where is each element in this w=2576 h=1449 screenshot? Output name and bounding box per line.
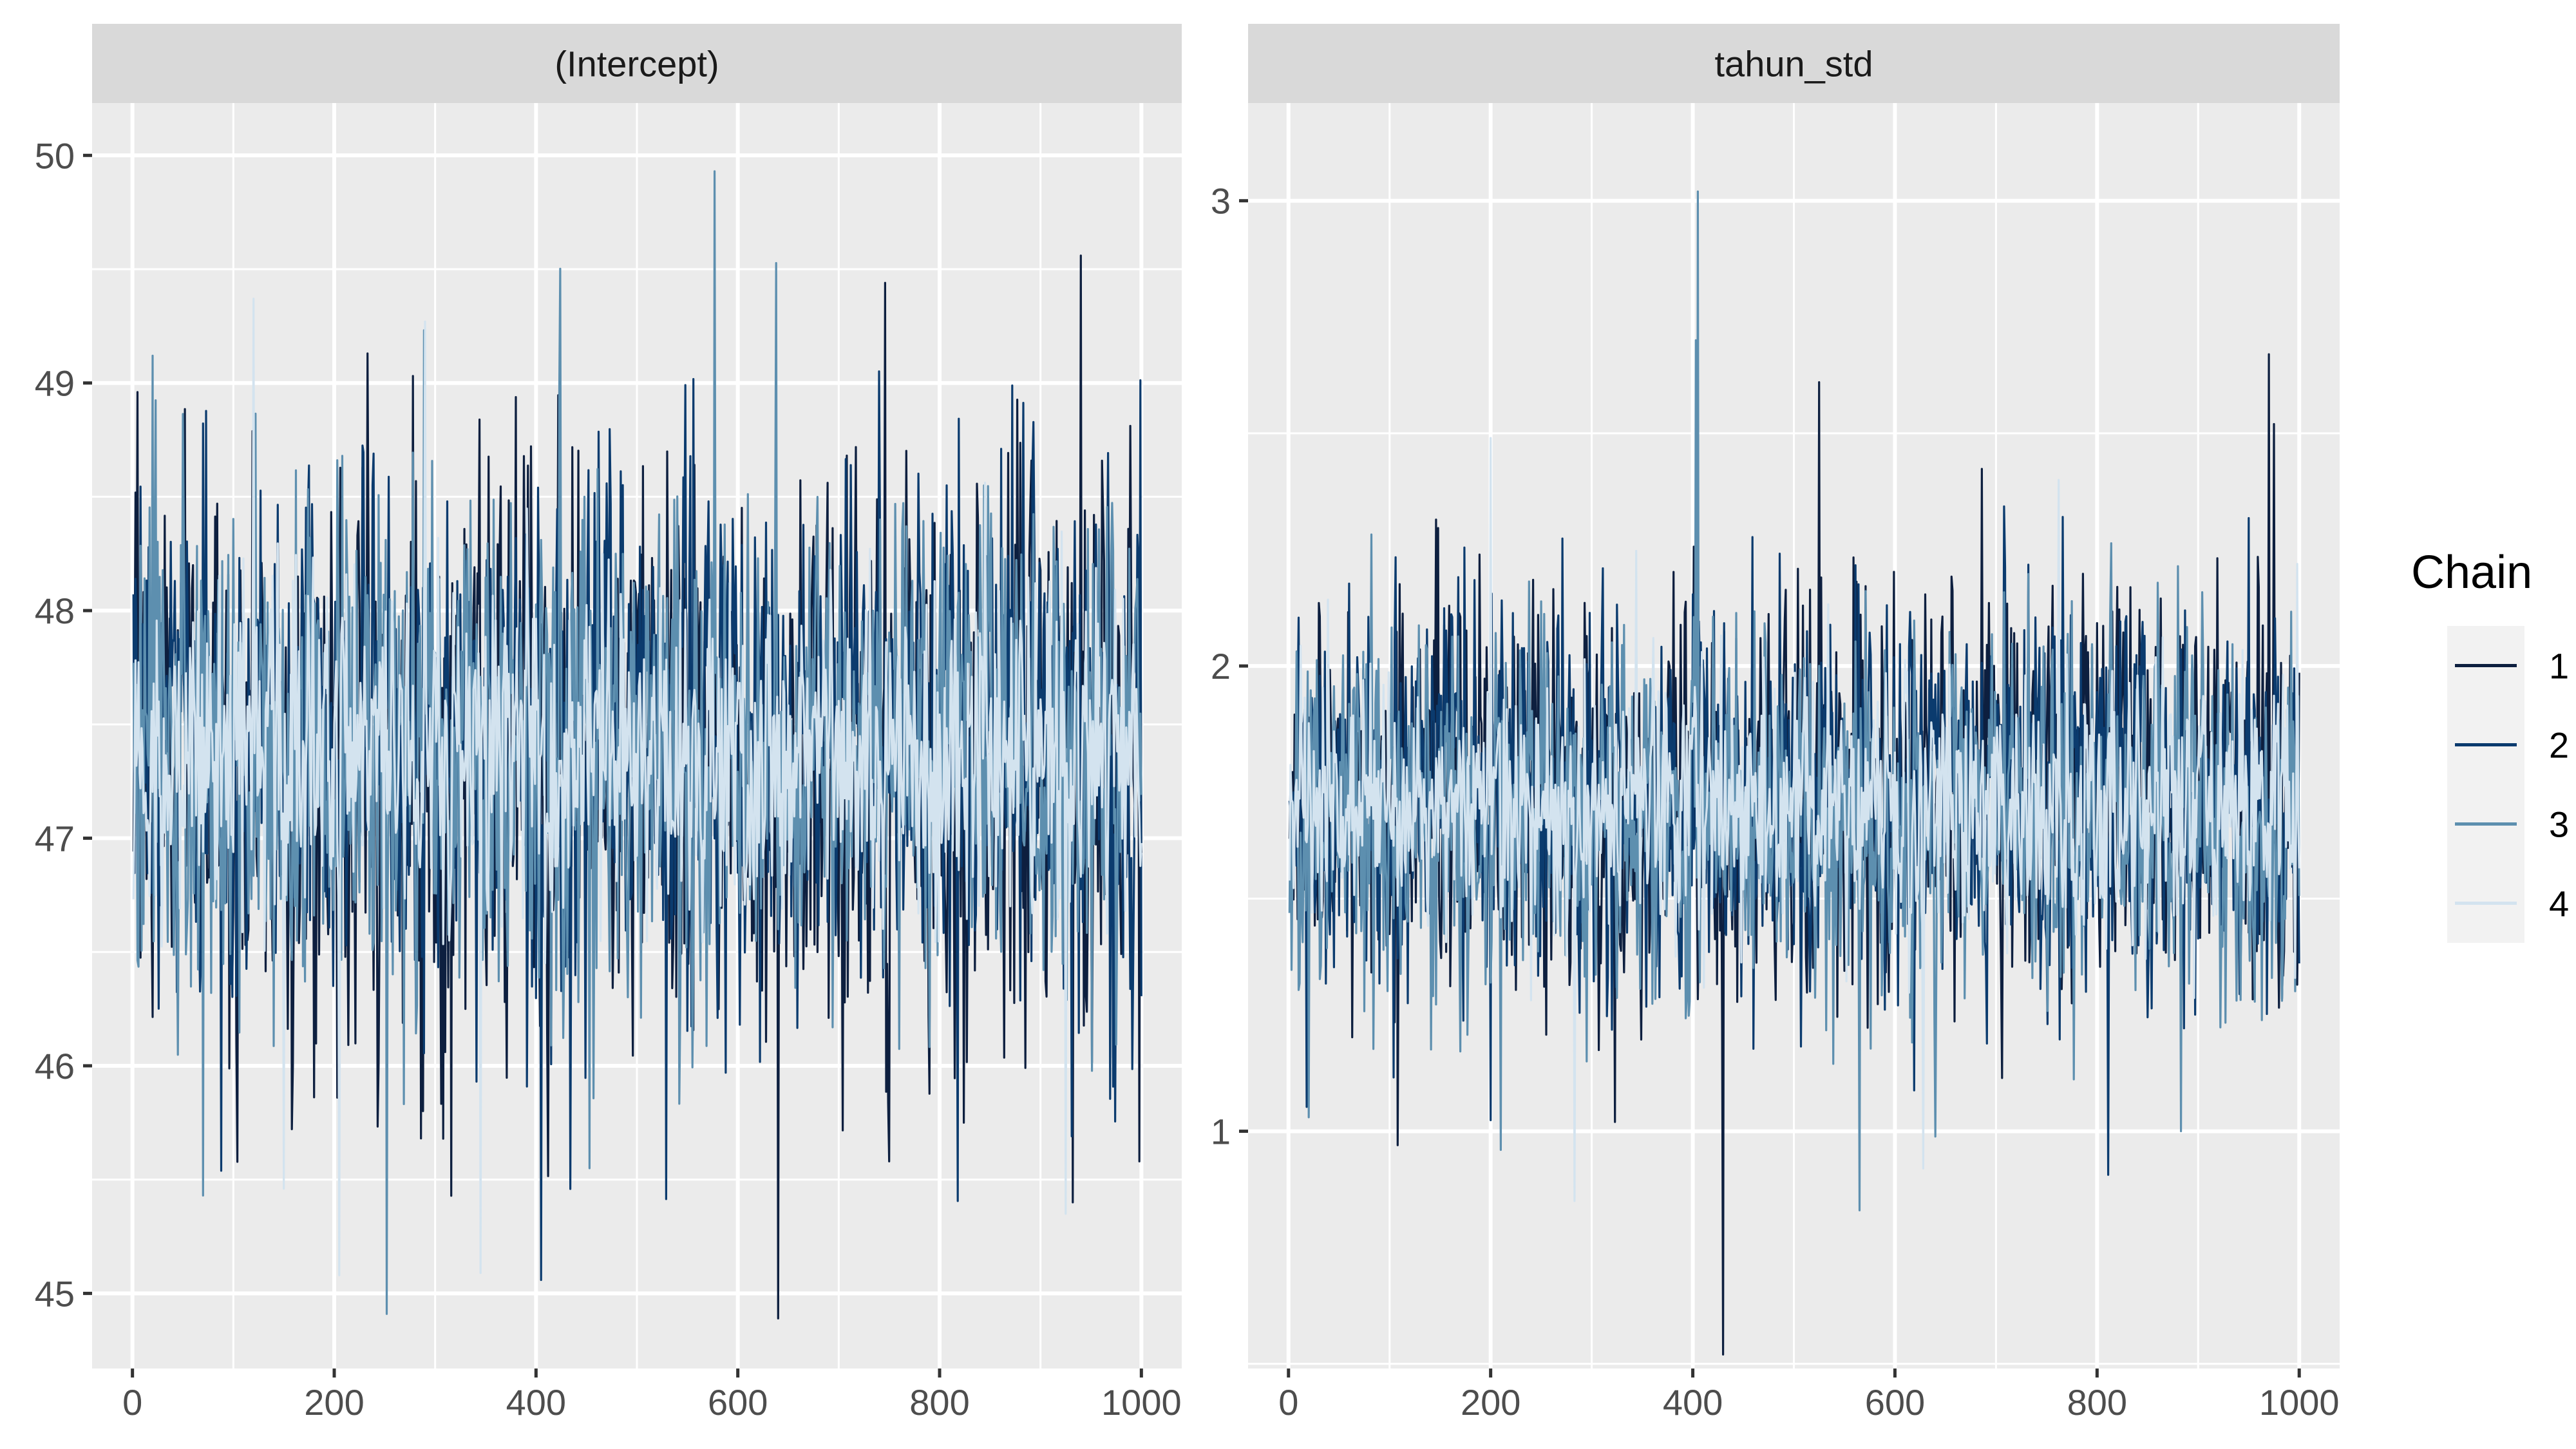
x-tick-label: 400 [506, 1382, 566, 1423]
panel-intercept: (Intercept) 0 200 400 600 800 1000 45 46 47 48 49 50 [35, 24, 1182, 1423]
x-tick-label: 0 [122, 1382, 142, 1423]
y-tick-label: 49 [35, 363, 75, 404]
x-tick-label: 200 [304, 1382, 364, 1423]
trace-lines [132, 170, 1142, 1320]
x-tick-label: 0 [1278, 1382, 1298, 1423]
trace-chain-4 [1288, 437, 2300, 1202]
facet-strip [1248, 24, 2340, 103]
facet-panels: (Intercept) 0 200 400 600 800 1000 45 46 47 48 49 50… [35, 24, 2340, 1423]
legend-label-chain-4: 4 [2549, 884, 2569, 924]
legend-title: Chain [2411, 547, 2532, 598]
legend-key-background [2447, 626, 2524, 943]
legend-label-chain-1: 1 [2549, 646, 2569, 687]
legend-label-chain-2: 2 [2549, 725, 2569, 766]
x-tick-label: 800 [909, 1382, 969, 1423]
x-tick-label: 600 [1865, 1382, 1925, 1423]
x-tick-label: 200 [1461, 1382, 1520, 1423]
x-tick-label: 800 [2067, 1382, 2127, 1423]
y-tick-label: 45 [35, 1273, 75, 1314]
y-tick-label: 50 [35, 135, 75, 176]
trace-chain-4 [132, 298, 1142, 1276]
trace-lines [1288, 190, 2300, 1356]
y-tick-label: 46 [35, 1046, 75, 1086]
y-tick-label: 2 [1211, 646, 1231, 687]
legend: Chain 1 2 3 4 [2411, 547, 2569, 943]
y-tick-label: 3 [1211, 181, 1231, 222]
y-tick-label: 48 [35, 591, 75, 631]
x-tick-label: 1000 [2259, 1382, 2340, 1423]
facet-strip-label: (Intercept) [554, 44, 719, 84]
panel-tahun-std: tahun_std 0 200 400 600 800 1000 1 2 3 [1211, 24, 2340, 1423]
facet-strip [92, 24, 1182, 103]
x-tick-label: 400 [1663, 1382, 1723, 1423]
y-tick-label: 47 [35, 819, 75, 859]
facet-strip-label: tahun_std [1715, 44, 1873, 84]
y-tick-label: 1 [1211, 1112, 1231, 1152]
x-tick-label: 1000 [1101, 1382, 1182, 1423]
legend-label-chain-3: 3 [2549, 804, 2569, 845]
x-tick-label: 600 [708, 1382, 768, 1423]
